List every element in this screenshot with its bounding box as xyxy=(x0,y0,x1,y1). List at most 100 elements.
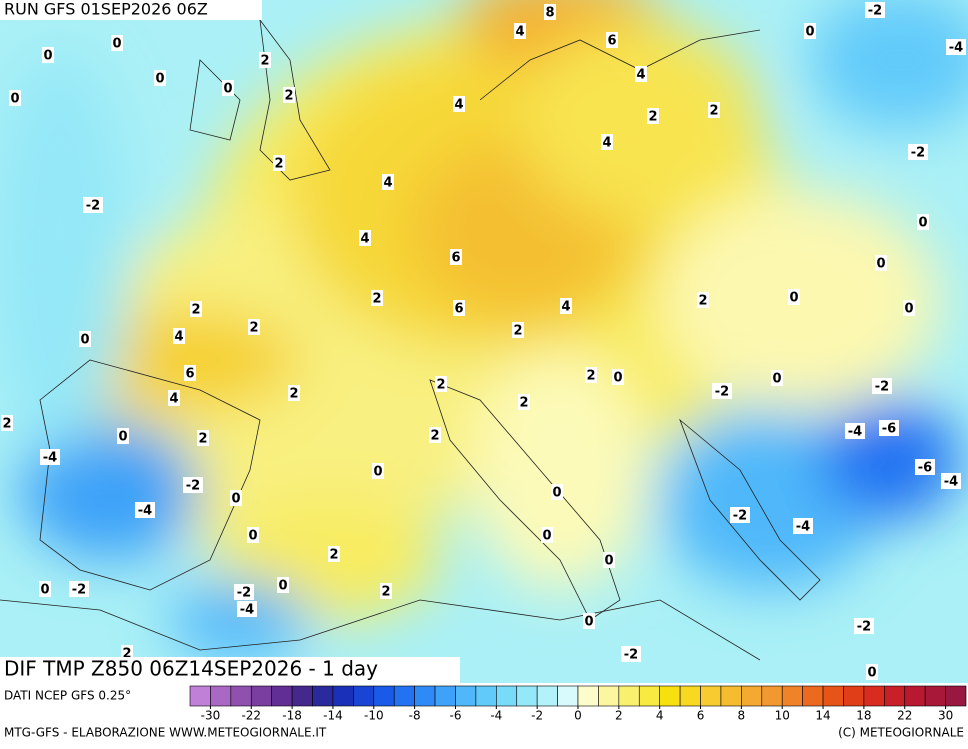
contour-label: -2 xyxy=(733,509,747,524)
contour-label-box xyxy=(793,518,813,534)
contour-label-box xyxy=(429,427,441,443)
contour-label-box xyxy=(866,664,878,680)
contour-label: 0 xyxy=(155,72,164,87)
contour-label: 4 xyxy=(602,136,611,151)
colorbar-swatch xyxy=(455,685,477,707)
contour-label-box xyxy=(382,174,394,190)
colorbar-swatch xyxy=(373,685,395,707)
contour-label: 0 xyxy=(542,529,551,544)
credit-label: MTG-GFS - ELABORAZIONE WWW.METEOGIORNALE… xyxy=(4,726,327,740)
contour-label-box xyxy=(875,255,887,271)
contour-label: 4 xyxy=(169,392,178,407)
colorbar-swatch xyxy=(802,685,824,707)
colorbar-tick-label: 0 xyxy=(574,709,582,723)
contour-label: 0 xyxy=(231,492,240,507)
contour-label-box xyxy=(230,490,242,506)
contour-label-box xyxy=(237,601,257,617)
contour-label-box xyxy=(273,155,285,171)
contour-label-box xyxy=(585,367,597,383)
contour-label-box xyxy=(234,584,254,600)
colorbar-swatch xyxy=(924,685,946,707)
contour-label: -6 xyxy=(882,422,896,437)
contour-label: 2 xyxy=(519,396,528,411)
contour-label-box xyxy=(453,96,465,112)
contour-label: -2 xyxy=(875,380,889,395)
colorbar-tick-label: -14 xyxy=(323,709,343,723)
contour-label-box xyxy=(697,292,709,308)
contour-label: 0 xyxy=(789,291,798,306)
contour-label-box xyxy=(635,66,647,82)
contour-label: 4 xyxy=(561,300,570,315)
colorbar-tick-label: 4 xyxy=(656,709,664,723)
contour-label-box xyxy=(359,230,371,246)
colorbar-swatch xyxy=(557,685,579,707)
colorbar-swatch xyxy=(741,685,763,707)
contour-label: 2 xyxy=(513,324,522,339)
contour-label-box xyxy=(190,301,202,317)
contour-label: 0 xyxy=(584,615,593,630)
contour-label-box xyxy=(845,423,865,439)
contour-label-box xyxy=(512,322,524,338)
contour-label-box xyxy=(117,428,129,444)
contour-label: 0 xyxy=(918,216,927,231)
colorbar-swatch xyxy=(884,685,906,707)
contour-label: 6 xyxy=(185,367,194,382)
contour-label: 4 xyxy=(174,330,183,345)
colorbar-tick-label: 30 xyxy=(938,709,953,723)
contour-label: -2 xyxy=(911,146,925,161)
contour-label-box xyxy=(288,385,300,401)
contour-label: -2 xyxy=(857,620,871,635)
contour-label-box xyxy=(730,507,750,523)
contour-label-box xyxy=(647,108,659,124)
contour-label-box xyxy=(771,370,783,386)
contour-label-box xyxy=(583,613,595,629)
contour-label: 0 xyxy=(43,49,52,64)
colorbar-swatch xyxy=(700,685,722,707)
contour-label: -4 xyxy=(848,425,862,440)
contour-label: -2 xyxy=(715,385,729,400)
contour-label: 2 xyxy=(381,585,390,600)
colorbar-swatch xyxy=(904,685,926,707)
colorbar-swatch xyxy=(434,685,456,707)
colorbar-tick-label: -22 xyxy=(241,709,261,723)
colorbar-tick-label: 10 xyxy=(775,709,790,723)
contour-label-box xyxy=(69,581,89,597)
contour-label-box xyxy=(601,134,613,150)
contour-label: -4 xyxy=(944,475,958,490)
colorbar-tick-label: 2 xyxy=(615,709,623,723)
colorbar-swatch xyxy=(863,685,885,707)
contour-label-box xyxy=(915,459,935,475)
contour-label: 4 xyxy=(515,25,524,40)
contour-label: 2 xyxy=(372,292,381,307)
contour-label: -4 xyxy=(240,603,254,618)
contour-label: 4 xyxy=(360,232,369,247)
colorbar-swatch xyxy=(843,685,865,707)
contour-label-box xyxy=(712,383,732,399)
colorbar-swatch xyxy=(414,685,436,707)
colorbar-swatch xyxy=(822,685,844,707)
contour-label-box xyxy=(541,527,553,543)
contour-label-box xyxy=(453,300,465,316)
contour-label: 2 xyxy=(260,54,269,69)
contour-label-box xyxy=(197,430,209,446)
colorbar-tick-label: -2 xyxy=(531,709,543,723)
colorbar-swatch xyxy=(189,685,211,707)
header-box xyxy=(0,0,262,20)
contour-label: -2 xyxy=(868,4,882,19)
colorbar-tick-label: -8 xyxy=(409,709,421,723)
contour-label-box xyxy=(42,47,54,63)
contour-label-box xyxy=(621,646,641,662)
colorbar-swatch xyxy=(210,685,232,707)
contour-label-box xyxy=(9,90,21,106)
colorbar-tick-label: 18 xyxy=(856,709,871,723)
contour-label-box xyxy=(612,369,624,385)
contour-label-box xyxy=(879,420,899,436)
colorbar-swatch xyxy=(638,685,660,707)
contour-label: -2 xyxy=(186,479,200,494)
copyright-label: (C) METEOGIORNALE xyxy=(838,726,964,740)
contour-label-box xyxy=(259,52,271,68)
contour-label-box xyxy=(854,618,874,634)
contour-label-box xyxy=(518,394,530,410)
colorbar-swatch xyxy=(291,685,313,707)
